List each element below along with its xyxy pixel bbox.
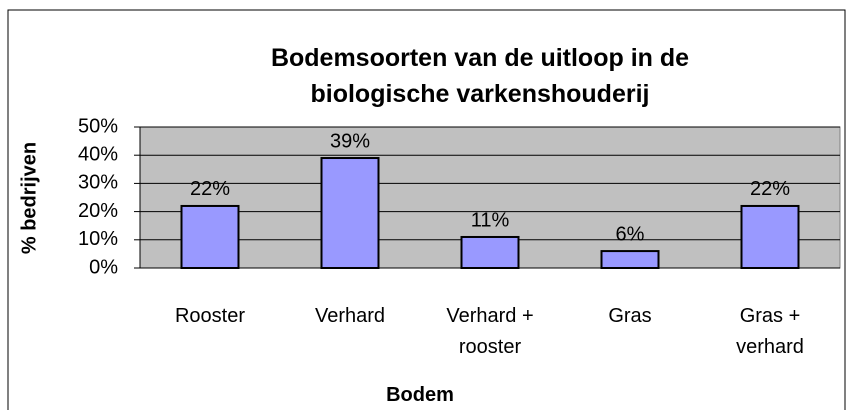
value-label: 22% — [190, 178, 230, 200]
chart-border — [7, 9, 846, 410]
x-tick-label: Rooster — [174, 305, 246, 327]
bar — [600, 250, 660, 270]
y-tick-label: 40% — [78, 143, 118, 165]
x-axis-label: Bodem — [386, 384, 454, 406]
bar — [740, 204, 800, 270]
chart-title: Bodemsoorten van de uitloop in de biolog… — [270, 44, 690, 108]
bar — [320, 157, 380, 270]
x-tick-label: Verhard + rooster — [446, 305, 534, 358]
y-axis-label: % bedrijven — [18, 142, 40, 254]
x-tick-label: Gras + verhard — [736, 305, 804, 358]
x-tick-label: Gras — [608, 305, 652, 327]
value-label: 11% — [471, 209, 510, 231]
value-label: 6% — [616, 223, 645, 245]
y-tick-label: 50% — [78, 115, 118, 137]
y-tick-label: 20% — [78, 200, 118, 222]
value-label: 39% — [330, 130, 370, 152]
bar — [460, 235, 520, 269]
y-tick-label: 10% — [78, 228, 118, 250]
bar — [180, 204, 240, 270]
x-tick-label: Verhard — [314, 305, 386, 327]
y-tick-label: 0% — [89, 256, 118, 278]
y-tick-label: 30% — [78, 172, 118, 194]
value-label: 22% — [750, 178, 790, 200]
